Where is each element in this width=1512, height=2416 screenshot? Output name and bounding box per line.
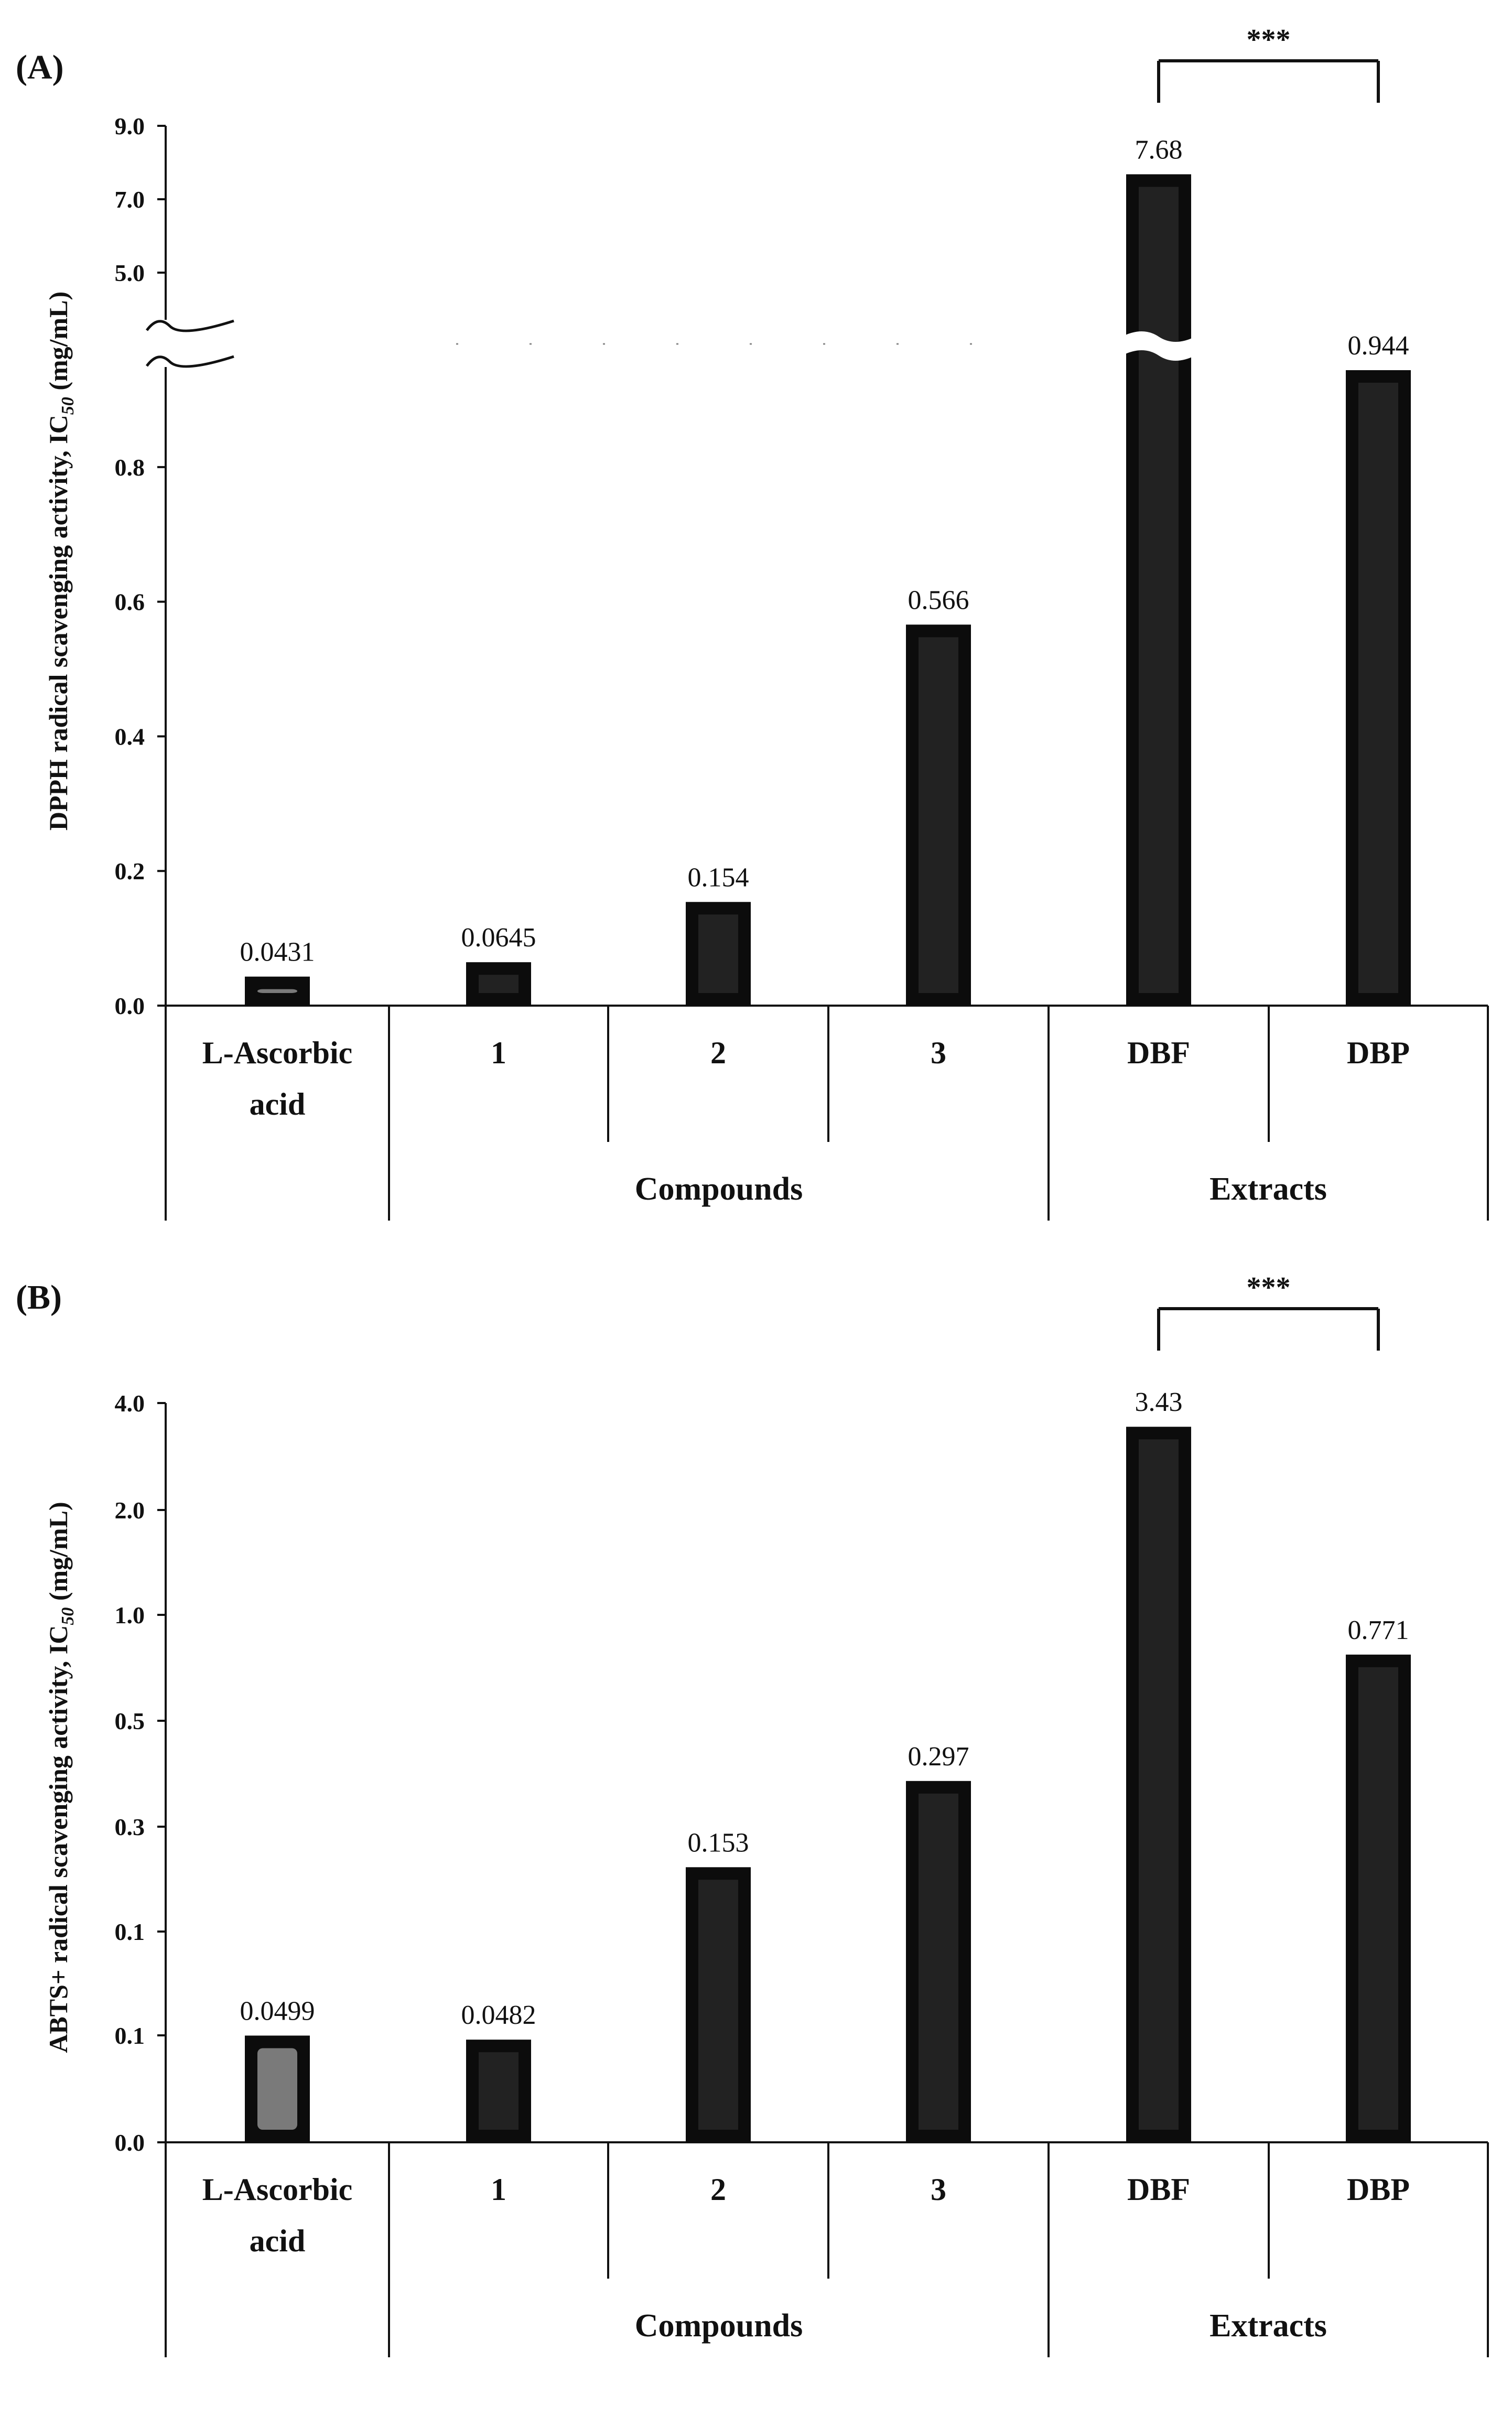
bar-1-inner — [479, 975, 519, 993]
category-label: 3 — [931, 2172, 946, 2207]
y-axis-title-main: ABTS+ radical scavenging activity, IC — [44, 1625, 73, 2053]
y-tick-label: 0.3 — [115, 1814, 145, 1840]
y-axis-title-main: DPPH radical scavenging activity, IC — [44, 415, 73, 830]
data-label: 0.0431 — [240, 937, 315, 967]
data-label: 0.297 — [908, 1742, 969, 1772]
panel-label: (A) — [16, 48, 64, 87]
bar-dbp-inner — [1358, 1667, 1398, 2130]
axis-break-mark — [145, 319, 234, 332]
group-label-extracts: Extracts — [1209, 1171, 1327, 1207]
y-tick-label: 0.1 — [115, 2022, 145, 2049]
bar-dbf — [1126, 1427, 1191, 2142]
y-tick-label: 0.2 — [115, 858, 145, 885]
data-label: 0.771 — [1348, 1615, 1409, 1645]
category-label: DBP — [1347, 1036, 1410, 1070]
bar-dbf-inner — [1139, 1439, 1179, 2130]
data-label: 0.0499 — [240, 1996, 315, 2026]
bar-l-ascorbic-acid — [245, 2035, 310, 2142]
data-label: 7.68 — [1135, 135, 1183, 165]
group-label-compounds: Compounds — [635, 1171, 803, 1207]
panel-a: (A) 0.0 0.2 0.4 0.6 0.8 5.0 7.0 9.0 DPPH radical … — [16, 24, 1489, 1221]
y-tick-label: 7.0 — [115, 186, 145, 213]
bar-dbf-inner — [1139, 187, 1179, 993]
bar-1-inner — [479, 2052, 519, 2130]
bar-dbp-inner — [1358, 383, 1398, 993]
data-label: 3.43 — [1135, 1387, 1183, 1417]
y-tick-label: 0.0 — [115, 2129, 145, 2156]
category-label: DBP — [1347, 2172, 1410, 2207]
bar-1 — [466, 2040, 531, 2142]
category-label: 2 — [710, 1036, 726, 1070]
axis-break-gap — [1122, 331, 1195, 361]
category-label: DBF — [1127, 2172, 1190, 2207]
data-label: 0.566 — [908, 585, 969, 615]
bar-2 — [686, 1867, 751, 2142]
bar-l-ascorbic-acid-inner — [257, 2048, 297, 2130]
y-tick-label: 1.0 — [115, 1602, 145, 1628]
y-axis-title-unit: (mg/mL) — [44, 1502, 73, 1607]
y-tick-label: 0.5 — [115, 1708, 145, 1734]
y-tick-label: 2.0 — [115, 1497, 145, 1524]
category-label: 2 — [710, 2172, 726, 2207]
bar-dbp — [1346, 370, 1411, 1006]
data-label: 0.0645 — [461, 923, 536, 953]
y-axis-title: ABTS+ radical scavenging activity, IC50 … — [44, 1502, 78, 2053]
category-label: 1 — [491, 1036, 506, 1070]
y-tick-label: 4.0 — [115, 1390, 145, 1417]
bar-l-ascorbic-acid — [245, 976, 310, 1006]
y-axis-title-subscript: 50 — [58, 1608, 78, 1625]
y-axis-title-unit: (mg/mL) — [44, 292, 73, 397]
bar-2-inner — [698, 1880, 738, 2130]
bar-2-inner — [698, 914, 738, 993]
significance-label: *** — [1247, 1271, 1291, 1304]
y-tick-label: 0.4 — [115, 723, 145, 750]
category-label: L-Ascorbic — [202, 1036, 353, 1070]
data-label: 0.154 — [688, 862, 749, 892]
significance-label: *** — [1247, 24, 1291, 56]
y-tick-label: 9.0 — [115, 113, 145, 139]
bar-3 — [906, 1781, 971, 2142]
data-label: 0.944 — [1348, 331, 1409, 361]
y-tick-label: 0.8 — [115, 454, 145, 481]
y-axis-title-subscript: 50 — [58, 397, 78, 415]
group-label-compounds: Compounds — [635, 2308, 803, 2344]
y-tick-label: 0.6 — [115, 589, 145, 616]
group-label-extracts: Extracts — [1209, 2308, 1327, 2344]
y-tick-label: 5.0 — [115, 260, 145, 286]
bar-2 — [686, 902, 751, 1006]
category-label: 3 — [931, 1036, 946, 1070]
y-tick-label: 0.1 — [115, 1918, 145, 1945]
bar-3 — [906, 624, 971, 1006]
y-tick-label: 0.0 — [115, 993, 145, 1019]
panel-b: (B) 0.0 0.1 0.1 0.3 0.5 1.0 2.0 4.0 ABTS+ radical… — [16, 1271, 1489, 2357]
category-label: L-Ascorbic — [202, 2172, 353, 2207]
bar-dbp — [1346, 1654, 1411, 2142]
panel-label: (B) — [16, 1278, 62, 1317]
data-label: 0.0482 — [461, 2000, 536, 2030]
y-axis-title: DPPH radical scavenging activity, IC50 (… — [44, 292, 78, 830]
category-label: acid — [250, 2224, 306, 2258]
data-label: 0.153 — [688, 1828, 749, 1858]
bar-1 — [466, 962, 531, 1006]
category-label: DBF — [1127, 1036, 1190, 1070]
bar-3-inner — [919, 637, 958, 993]
axis-break-mark — [145, 355, 234, 368]
bar-dbf — [1126, 174, 1191, 1006]
bar-l-ascorbic-acid-inner — [257, 989, 297, 993]
category-label: 1 — [491, 2172, 506, 2207]
bar-3-inner — [919, 1793, 958, 2130]
category-label: acid — [250, 1087, 306, 1121]
